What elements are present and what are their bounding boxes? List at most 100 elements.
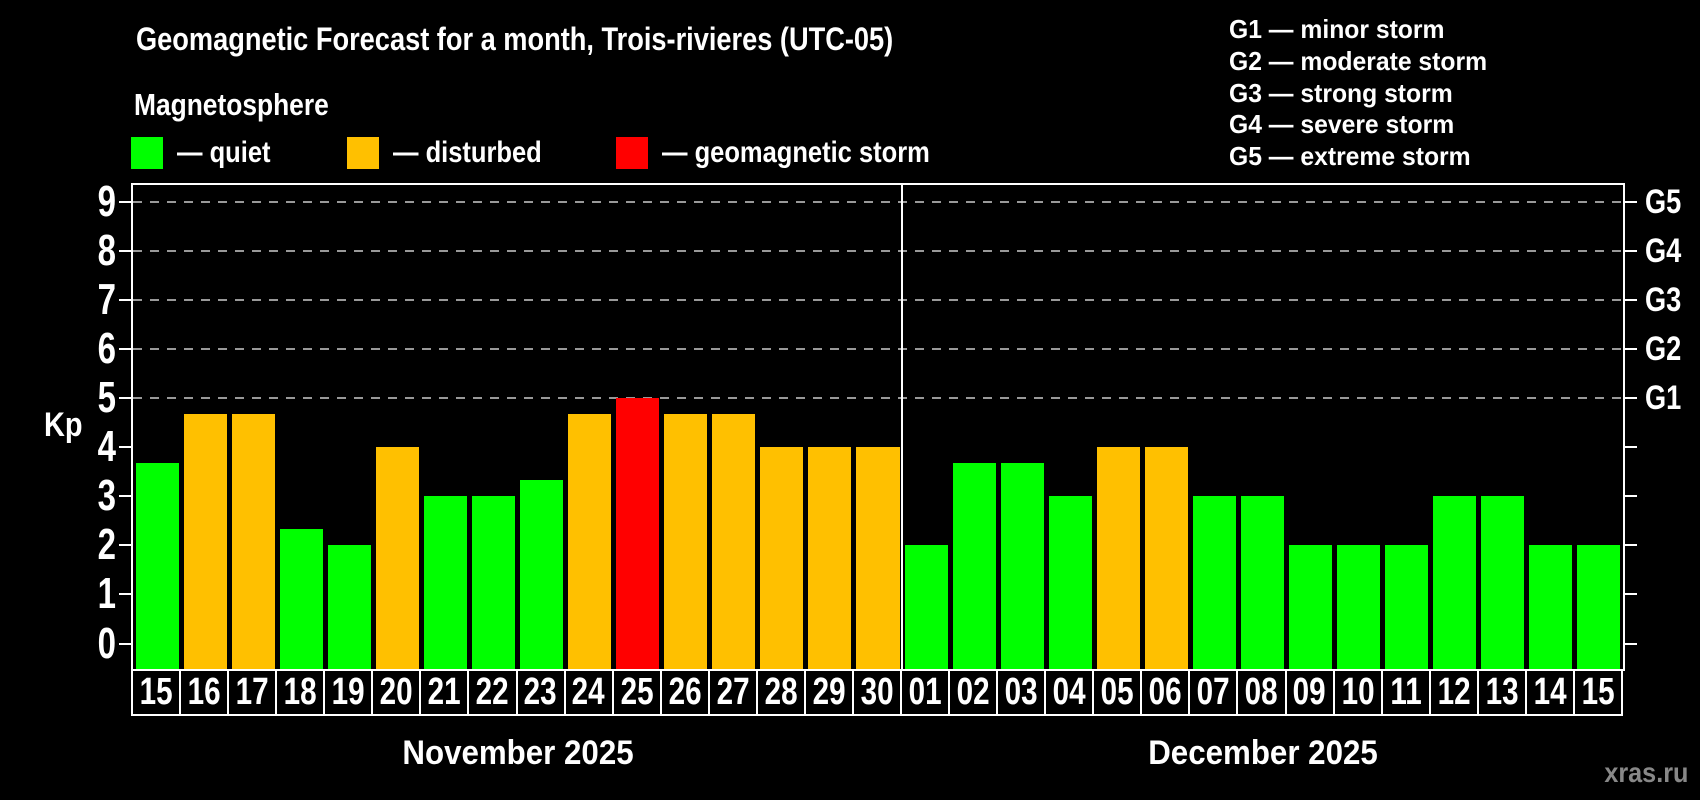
kp-bar-november-25 [616, 398, 660, 669]
day-label-december-08: 08 [1236, 669, 1287, 716]
y-tick-right-3 [1623, 495, 1637, 498]
day-label-november-21: 21 [419, 669, 470, 716]
day-label-november-25: 25 [611, 669, 662, 716]
day-number: 07 [1196, 671, 1230, 713]
day-number: 21 [427, 671, 461, 713]
kp-bar-november-22 [471, 496, 515, 669]
y-tick-right-9 [1623, 201, 1637, 204]
right-axis-label-G5: G5 [1645, 183, 1682, 222]
day-label-december-02: 02 [948, 669, 999, 716]
right-axis-label-G2: G2 [1645, 330, 1682, 369]
y-tick-left-0 [119, 642, 133, 645]
kp-bar-november-17 [231, 414, 275, 669]
day-number: 22 [475, 671, 509, 713]
day-number: 28 [764, 671, 798, 713]
kp-bar-december-01 [904, 545, 948, 669]
day-number: 26 [668, 671, 702, 713]
kp-bar-november-27 [712, 414, 756, 669]
day-label-november-15: 15 [131, 669, 182, 716]
day-label-december-13: 13 [1476, 669, 1527, 716]
kp-bar-november-28 [760, 447, 804, 669]
day-number: 09 [1293, 671, 1327, 713]
y-tick-left-8 [119, 250, 133, 253]
y-tick-right-7 [1623, 299, 1637, 302]
page-title: Geomagnetic Forecast for a month, Trois-… [136, 21, 894, 57]
day-number: 27 [716, 671, 750, 713]
g-legend-line-4: G4 — severe storm [1229, 109, 1455, 140]
chart-subtitle: Magnetosphere [134, 87, 329, 122]
kp-bar-december-10 [1337, 545, 1381, 669]
kp-bar-november-26 [664, 414, 708, 669]
day-number: 30 [860, 671, 894, 713]
day-label-december-01: 01 [900, 669, 951, 716]
kp-bar-november-29 [808, 447, 852, 669]
y-tick-left-4 [119, 446, 133, 449]
day-label-november-17: 17 [227, 669, 278, 716]
right-axis-label-G1: G1 [1645, 379, 1682, 418]
y-tick-label-1: 1 [97, 569, 116, 619]
gridline-kp6 [133, 348, 1623, 351]
day-number: 06 [1148, 671, 1182, 713]
kp-bar-december-02 [952, 463, 996, 669]
right-axis-label-G3: G3 [1645, 281, 1682, 320]
y-tick-right-2 [1623, 544, 1637, 547]
y-tick-label-4: 4 [97, 422, 116, 472]
kp-bar-november-24 [568, 414, 612, 669]
g-legend-line-5: G5 — extreme storm [1229, 141, 1471, 172]
day-label-december-14: 14 [1524, 669, 1575, 716]
day-number: 19 [331, 671, 365, 713]
day-label-november-20: 20 [371, 669, 422, 716]
kp-bar-december-15 [1577, 545, 1621, 669]
kp-bar-november-16 [183, 414, 227, 669]
right-axis-label-G4: G4 [1645, 232, 1682, 271]
quiet-swatch [131, 137, 163, 169]
day-label-november-27: 27 [707, 669, 758, 716]
y-tick-label-2: 2 [97, 520, 116, 570]
kp-bar-november-19 [327, 545, 371, 669]
g-legend-line-2: G2 — moderate storm [1229, 45, 1488, 76]
legend-item-storm: — geomagnetic storm [616, 136, 977, 170]
day-number: 14 [1533, 671, 1567, 713]
day-label-november-29: 29 [803, 669, 854, 716]
day-number: 15 [1581, 671, 1615, 713]
day-label-november-30: 30 [851, 669, 903, 716]
quiet-label: — quiet [177, 136, 271, 169]
y-tick-label-3: 3 [97, 471, 116, 521]
kp-bar-november-21 [423, 496, 467, 669]
kp-bar-december-09 [1289, 545, 1333, 669]
y-tick-left-6 [119, 348, 133, 351]
g-scale-legend: G1 — minor storm G2 — moderate storm G3 — … [1229, 14, 1501, 173]
kp-bar-december-11 [1385, 545, 1429, 669]
day-label-december-05: 05 [1092, 669, 1143, 716]
day-label-december-12: 12 [1428, 669, 1479, 716]
legend-item-quiet: — quiet [131, 136, 287, 170]
y-tick-label-6: 6 [97, 324, 116, 374]
day-number: 02 [956, 671, 990, 713]
y-tick-left-3 [119, 495, 133, 498]
day-number: 12 [1437, 671, 1471, 713]
kp-bar-december-06 [1144, 447, 1188, 669]
day-label-december-06: 06 [1140, 669, 1191, 716]
day-number: 29 [812, 671, 846, 713]
y-tick-left-1 [119, 593, 133, 596]
g-legend-line-1: G1 — minor storm [1229, 14, 1445, 44]
kp-bar-november-23 [520, 480, 564, 669]
day-label-november-18: 18 [275, 669, 326, 716]
gridline-kp9 [133, 201, 1623, 204]
gridline-kp5 [133, 397, 1623, 400]
day-number: 20 [379, 671, 413, 713]
legend-item-disturbed: — disturbed [347, 136, 568, 170]
disturbed-label: — disturbed [393, 136, 542, 169]
day-label-november-28: 28 [755, 669, 806, 716]
kp-bar-december-14 [1529, 545, 1573, 669]
day-label-november-22: 22 [467, 669, 518, 716]
y-tick-label-8: 8 [97, 226, 116, 276]
day-number: 18 [283, 671, 317, 713]
kp-bar-november-30 [856, 447, 900, 669]
day-label-november-19: 19 [323, 669, 374, 716]
gridline-kp8 [133, 250, 1623, 253]
day-label-december-15: 15 [1572, 669, 1623, 716]
kp-bar-december-05 [1096, 447, 1140, 669]
day-number: 01 [908, 671, 942, 713]
